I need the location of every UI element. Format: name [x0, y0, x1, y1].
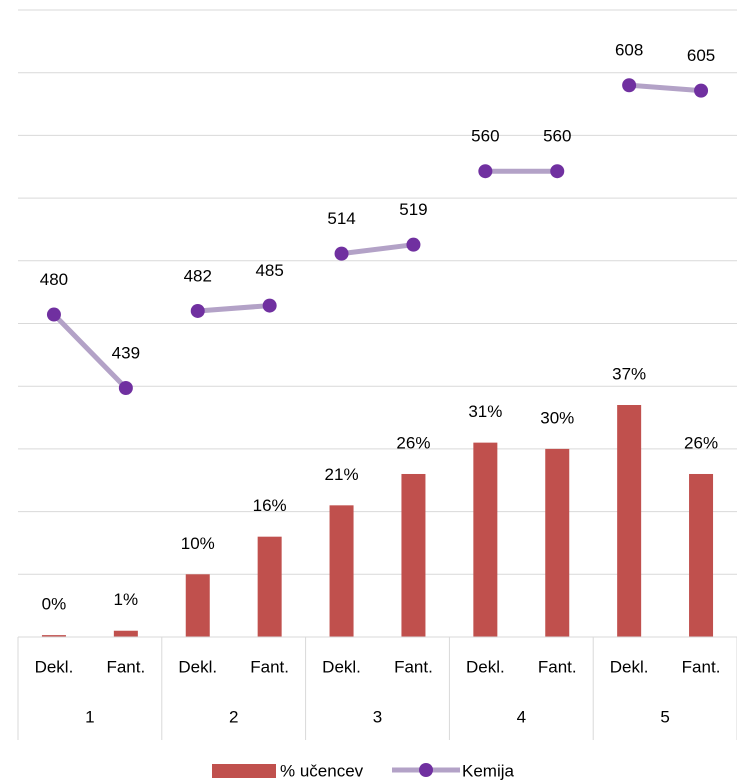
- bar: [113, 630, 138, 637]
- data-label: 26%: [684, 433, 718, 452]
- group-label: 5: [660, 707, 669, 726]
- x-tick-label: Fant.: [538, 657, 577, 676]
- data-label: 514: [327, 209, 355, 228]
- data-label: 485: [255, 261, 283, 280]
- group-label: 4: [517, 707, 526, 726]
- bar: [545, 448, 570, 637]
- group-label: 2: [229, 707, 238, 726]
- line-marker: [406, 237, 421, 252]
- data-label: 608: [615, 41, 643, 60]
- bar: [473, 442, 498, 637]
- x-tick-label: Dekl.: [322, 657, 361, 676]
- data-label: 480: [40, 270, 68, 289]
- line-marker: [190, 303, 205, 318]
- data-label: 482: [184, 266, 212, 285]
- data-label: 10%: [181, 534, 215, 553]
- data-label: 439: [112, 343, 140, 362]
- line-marker: [46, 307, 61, 322]
- bar: [329, 505, 354, 637]
- data-label: 519: [399, 200, 427, 219]
- data-label: 560: [471, 127, 499, 146]
- data-label: 37%: [612, 364, 646, 383]
- legend-label: Kemija: [462, 761, 515, 780]
- line-marker: [550, 164, 565, 179]
- data-label: 1%: [114, 590, 139, 609]
- bar: [185, 574, 210, 637]
- data-label: 30%: [540, 408, 574, 427]
- line-marker: [118, 380, 133, 395]
- line-segment: [339, 242, 416, 257]
- data-label: 560: [543, 127, 571, 146]
- line-segment: [51, 312, 129, 391]
- data-label: 31%: [468, 402, 502, 421]
- bar: [617, 405, 642, 637]
- data-label: 21%: [325, 465, 359, 484]
- legend-label: % učencev: [280, 761, 364, 780]
- data-label: 0%: [42, 595, 67, 614]
- data-label: 16%: [253, 496, 287, 515]
- bar: [41, 635, 66, 637]
- line-segment: [626, 82, 704, 94]
- x-tick-label: Dekl.: [178, 657, 217, 676]
- group-label: 1: [85, 707, 94, 726]
- line-marker: [262, 298, 277, 313]
- line-segment: [195, 303, 273, 314]
- bar: [401, 473, 426, 637]
- bar: [689, 473, 714, 637]
- x-tick-label: Fant.: [394, 657, 433, 676]
- x-tick-label: Fant.: [250, 657, 289, 676]
- data-label: 605: [687, 46, 715, 65]
- x-tick-label: Dekl.: [466, 657, 505, 676]
- line-marker: [622, 78, 637, 93]
- legend-swatch: [212, 764, 276, 778]
- data-label: 26%: [396, 433, 430, 452]
- x-tick-label: Fant.: [106, 657, 145, 676]
- group-label: 3: [373, 707, 382, 726]
- line-marker: [478, 164, 493, 179]
- x-tick-label: Dekl.: [610, 657, 649, 676]
- legend-marker: [419, 763, 433, 777]
- x-tick-label: Fant.: [682, 657, 721, 676]
- line-marker: [334, 246, 349, 261]
- x-tick-label: Dekl.: [35, 657, 74, 676]
- bar: [257, 536, 282, 637]
- line-marker: [694, 83, 709, 98]
